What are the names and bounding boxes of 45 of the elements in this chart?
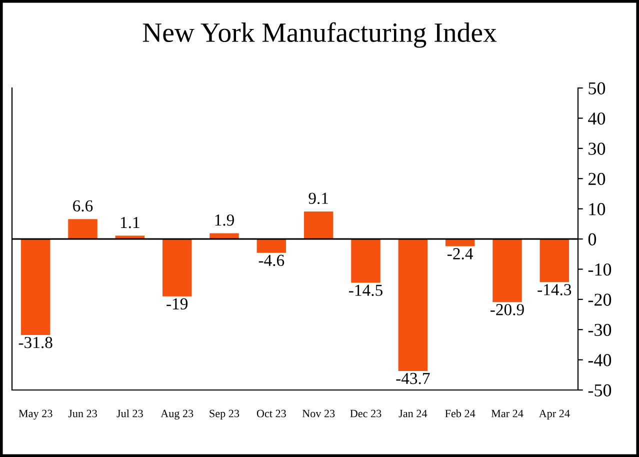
data-label: -2.4 bbox=[448, 248, 474, 260]
data-label: -20.9 bbox=[490, 304, 524, 316]
data-label: 1.9 bbox=[215, 214, 234, 226]
bar bbox=[492, 239, 522, 302]
data-label: 6.6 bbox=[73, 200, 93, 212]
bar bbox=[540, 239, 570, 282]
data-label: -31.8 bbox=[18, 336, 52, 348]
data-label: -19 bbox=[166, 298, 188, 310]
y-tick-label: 30 bbox=[588, 142, 606, 155]
bar bbox=[68, 219, 98, 239]
y-tick-label: -40 bbox=[588, 354, 612, 366]
data-label: 9.1 bbox=[308, 192, 328, 204]
x-tick-label: Mar 24 bbox=[491, 410, 524, 418]
x-tick-label: Jul 23 bbox=[116, 409, 143, 418]
bar bbox=[304, 212, 334, 239]
data-label: -43.7 bbox=[396, 372, 430, 384]
bar bbox=[351, 239, 380, 283]
y-tick-label: 10 bbox=[589, 203, 606, 216]
x-tick-label: Sep 23 bbox=[210, 410, 240, 420]
x-tick-label: Apr 24 bbox=[538, 410, 570, 420]
x-tick-label: Jun 23 bbox=[68, 410, 97, 418]
bar bbox=[256, 239, 286, 253]
data-label: -14.3 bbox=[538, 284, 572, 296]
x-tick-label: Jan 24 bbox=[398, 410, 428, 418]
y-tick-label: 20 bbox=[588, 172, 606, 186]
y-tick-label: 50 bbox=[588, 82, 606, 94]
x-tick-label: Oct 23 bbox=[256, 410, 286, 418]
x-tick-label: Nov 23 bbox=[302, 410, 335, 418]
y-tick-label: 0 bbox=[588, 233, 596, 246]
bar bbox=[162, 239, 192, 296]
y-tick-label: -30 bbox=[588, 324, 612, 336]
y-tick-label: -10 bbox=[588, 263, 612, 276]
y-tick-label: -50 bbox=[588, 384, 612, 396]
x-tick-label: Feb 24 bbox=[445, 409, 476, 418]
data-label: -14.5 bbox=[349, 284, 382, 296]
bar bbox=[398, 239, 428, 371]
data-label: 1.1 bbox=[120, 216, 140, 228]
data-label: -4.6 bbox=[258, 254, 284, 266]
chart-title: New York Manufacturing Index bbox=[142, 22, 497, 48]
x-tick-label: Aug 23 bbox=[160, 410, 194, 420]
y-tick-label: 40 bbox=[588, 112, 606, 125]
y-tick-label: -20 bbox=[588, 294, 612, 306]
bar bbox=[20, 239, 50, 336]
x-tick-label: Dec 23 bbox=[350, 410, 382, 418]
x-tick-label: May 23 bbox=[18, 410, 52, 420]
